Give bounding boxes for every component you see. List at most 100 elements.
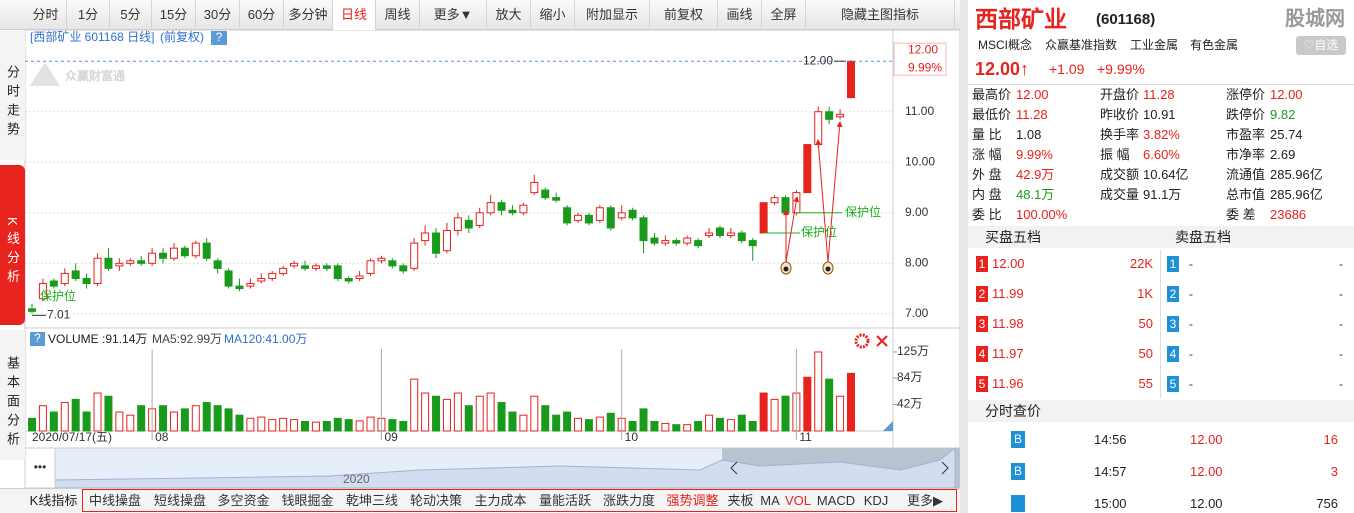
bottom-tab[interactable]: 涨跌力度	[602, 493, 655, 508]
toolbar-button[interactable]: 缩小	[531, 0, 575, 30]
watch-button[interactable]: ♡自选	[1296, 36, 1346, 55]
volume-tick-label: 125万	[897, 344, 929, 358]
candle-body	[574, 214, 582, 221]
trades-header	[968, 400, 1354, 422]
stock-name: 西部矿业	[975, 6, 1067, 32]
candle-body	[519, 204, 528, 214]
volume-bar	[388, 419, 397, 432]
trade-price: 12.00	[1190, 464, 1223, 479]
toolbar-button[interactable]: 分时	[25, 0, 67, 30]
volume-tick-label: 42万	[897, 397, 922, 411]
arrow	[815, 139, 829, 263]
candle-body	[803, 144, 812, 194]
help-icon: ?	[216, 30, 223, 44]
level-box: 1	[1167, 256, 1179, 272]
min-price-label: 7.01	[47, 308, 71, 322]
bottom-tab[interactable]: 强势调整	[666, 493, 719, 508]
toolbar-button[interactable]: 隐藏主图指标	[806, 0, 955, 30]
toolbar-button[interactable]: 画线	[718, 0, 762, 30]
candle-body	[705, 232, 714, 237]
toolbar-button[interactable]: 前复权	[650, 0, 718, 30]
settings-icon	[854, 333, 870, 349]
quote-label: 流通值	[1226, 167, 1266, 182]
bottom-tab[interactable]: 量能活跃	[538, 493, 591, 508]
volume-bar	[508, 411, 517, 432]
toolbar-button[interactable]: 多分钟	[284, 0, 333, 30]
bottom-tab[interactable]: 钱眼掘金	[281, 493, 334, 508]
volume-bar	[180, 408, 189, 432]
volume-bar	[279, 417, 288, 432]
volume-bar	[694, 421, 703, 432]
toolbar-button[interactable]: 15分	[152, 0, 196, 30]
toolbar-button[interactable]: 5分	[110, 0, 152, 30]
toolbar-button[interactable]: 60分	[240, 0, 284, 30]
quote-label: 最低价	[972, 107, 1012, 122]
toolbar-button[interactable]: 日线	[333, 0, 376, 30]
volume-bar	[770, 398, 779, 432]
bottom-tab[interactable]: 轮动决策	[409, 493, 462, 508]
bottom-tab[interactable]: 短线操盘	[153, 493, 206, 508]
volume-bar	[191, 405, 200, 432]
candle-body	[726, 232, 735, 237]
toolbar-button[interactable]: 附加显示	[575, 0, 650, 30]
volume-bar	[38, 405, 47, 432]
sep	[968, 84, 1354, 85]
toolbar-button[interactable]: 周线	[376, 0, 420, 30]
side-tab[interactable]: 基本面分析	[0, 330, 25, 460]
toolbar-button[interactable]: 1分	[67, 0, 110, 30]
bottom-tab[interactable]: 主力成本	[474, 493, 527, 508]
bottom-tab[interactable]: VOL	[784, 493, 811, 508]
logo: 股城网	[1285, 8, 1345, 30]
bottom-tab[interactable]: 乾坤三线	[345, 493, 398, 508]
y-tick-label: 8.00	[905, 256, 929, 270]
candle-body	[694, 240, 703, 247]
bottom-tab[interactable]: MACD	[816, 493, 856, 508]
volume-bar	[355, 420, 364, 432]
last-price-box	[893, 42, 947, 76]
toolbar-button[interactable]: 全屏	[762, 0, 806, 30]
ask-qty: -	[1339, 317, 1343, 331]
quote-value: 1.08	[1016, 127, 1042, 142]
bottom-tab[interactable]: K线指标	[29, 493, 78, 508]
candle-body	[301, 265, 309, 269]
bottom-tab[interactable]: 中线操盘	[88, 493, 141, 508]
side-tab[interactable]: K线分析	[0, 165, 25, 325]
bottom-tab[interactable]: MA	[760, 493, 780, 508]
quote-value: 91.1万	[1143, 187, 1182, 202]
toolbar-button[interactable]: 放大	[487, 0, 531, 30]
candle-body	[748, 240, 757, 247]
level-box: 4	[1167, 346, 1179, 362]
volume-bar	[344, 419, 353, 432]
volume-bar	[595, 416, 604, 432]
candle-body	[71, 270, 80, 279]
bottom-tab[interactable]: 夹板	[727, 493, 754, 508]
level-box: 2	[976, 286, 988, 302]
bottom-tab[interactable]: 多空资金	[217, 493, 270, 508]
book-title: 卖盘五档	[1175, 229, 1231, 245]
candle-body	[617, 212, 626, 219]
candle-body	[137, 260, 146, 264]
tag: MSCI概念	[978, 38, 1033, 52]
toolbar-button[interactable]: 30分	[196, 0, 240, 30]
candle-body	[552, 197, 561, 201]
volume-legend: MA5:92.99万	[152, 332, 222, 346]
volume-bar	[825, 378, 834, 432]
corner	[883, 421, 893, 431]
adjust-label: (前复权)	[160, 29, 204, 44]
bottom-tab[interactable]: KDJ	[863, 493, 889, 508]
candle-body	[464, 219, 473, 229]
quote-value: 285.96亿	[1270, 187, 1323, 202]
trades-title: 分时查价	[985, 403, 1041, 419]
volume-bar	[574, 417, 582, 432]
quote-value: 3.82%	[1143, 127, 1180, 142]
bottom-tab[interactable]: 更多▶	[907, 493, 943, 508]
volume-bar	[814, 351, 823, 432]
quote-label: 委 差	[1226, 207, 1256, 222]
y-tick-label: 7.00	[905, 306, 929, 320]
close-icon	[876, 335, 888, 347]
toolbar-button[interactable]: 更多▼	[420, 0, 487, 30]
side-tab[interactable]: 分时走势	[0, 30, 25, 160]
tag: 工业金属	[1130, 38, 1179, 52]
volume-bar	[399, 421, 408, 432]
trade-volume: 3	[1330, 464, 1338, 479]
